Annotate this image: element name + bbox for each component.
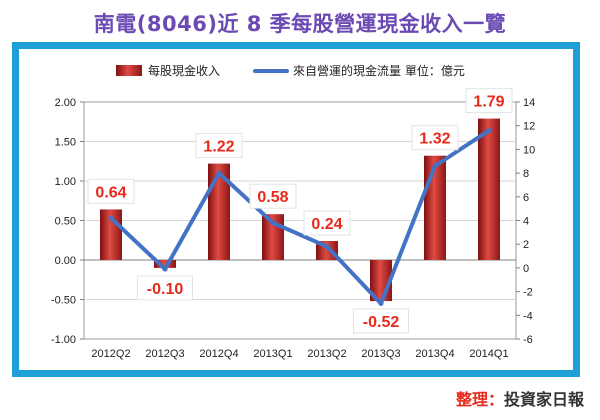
legend-swatch-bar	[116, 65, 142, 76]
legend-label-bar: 每股現金收入	[148, 63, 220, 78]
x-tick-label: 2012Q4	[199, 348, 238, 360]
data-label-2012Q2: 0.64	[95, 184, 126, 201]
data-label-box	[303, 210, 351, 236]
right-tick-label: -6	[523, 334, 533, 346]
right-tick-label: 6	[523, 192, 529, 204]
credit-label: 整理：	[455, 390, 504, 409]
cashflow-point	[378, 300, 384, 306]
left-tick-label: 2.00	[55, 97, 76, 109]
right-tick-label: 8	[523, 168, 529, 180]
cashflow-line	[109, 128, 491, 306]
x-tick-label: 2013Q2	[307, 348, 346, 360]
left-tick-label: -0.50	[51, 295, 76, 307]
data-label-2013Q3: -0.52	[363, 314, 400, 331]
legend-label-line: 來自營運的現金流量 單位：億元	[293, 63, 465, 78]
credit-line: 整理：投資家日報	[456, 386, 584, 410]
x-tick-label: 2012Q2	[91, 348, 130, 360]
cashflow-point	[216, 170, 222, 176]
data-label-box	[353, 308, 409, 334]
left-tick-label: 1.00	[55, 176, 76, 188]
data-label-2013Q4: 1.32	[419, 131, 450, 148]
cashflow-point	[270, 220, 276, 226]
right-tick-label: 0	[523, 263, 529, 275]
data-label-2012Q4: 1.22	[203, 139, 234, 156]
right-tick-label: 12	[523, 121, 535, 133]
x-tick-label: 2013Q3	[361, 348, 400, 360]
right-tick-label: 10	[523, 144, 535, 156]
cashflow-point	[108, 215, 114, 221]
data-label-box	[249, 183, 297, 209]
right-tick-label: 14	[523, 97, 535, 109]
data-label-2013Q2: 0.24	[311, 216, 342, 233]
cashflow-point	[486, 127, 492, 133]
combo-chart: 2.00 1.50 1.00 0.50 0.00 -0.50 -1.00 14 12 10 8 6 4 2…	[51, 63, 535, 360]
right-tick-label: 4	[523, 216, 529, 228]
bar-2012Q3	[154, 260, 176, 268]
bar-2012Q4	[208, 163, 230, 260]
right-tick-label: -2	[523, 287, 533, 299]
data-label-2014Q1: 1.79	[473, 94, 504, 111]
data-label-box	[87, 178, 135, 204]
x-tick-label: 2012Q3	[145, 348, 184, 360]
x-tick-label: 2013Q4	[415, 348, 454, 360]
right-tick-label: 2	[523, 239, 529, 251]
page-title: 南電(8046)近 8 季每股營運現金收入一覽	[93, 12, 507, 36]
left-tick-label: 1.50	[55, 137, 76, 149]
data-label-box	[411, 125, 459, 151]
left-tick-label: 0.00	[55, 255, 76, 267]
left-tick-label: -1.00	[51, 334, 76, 346]
data-label-2013Q1: 0.58	[257, 189, 288, 206]
left-tick-label: 0.50	[55, 216, 76, 228]
x-tick-label: 2014Q1	[469, 348, 508, 360]
data-label-box	[465, 88, 513, 114]
data-label-box	[195, 133, 243, 159]
data-label-box	[137, 275, 193, 301]
cashflow-point	[432, 163, 438, 169]
x-tick-label: 2013Q1	[253, 348, 292, 360]
credit-source: 投資家日報	[503, 390, 584, 409]
cashflow-point	[162, 266, 168, 272]
right-tick-label: -4	[523, 310, 533, 322]
cashflow-point	[324, 244, 330, 250]
bar-2014Q1	[478, 118, 500, 260]
data-label-2012Q3: -0.10	[147, 281, 184, 298]
